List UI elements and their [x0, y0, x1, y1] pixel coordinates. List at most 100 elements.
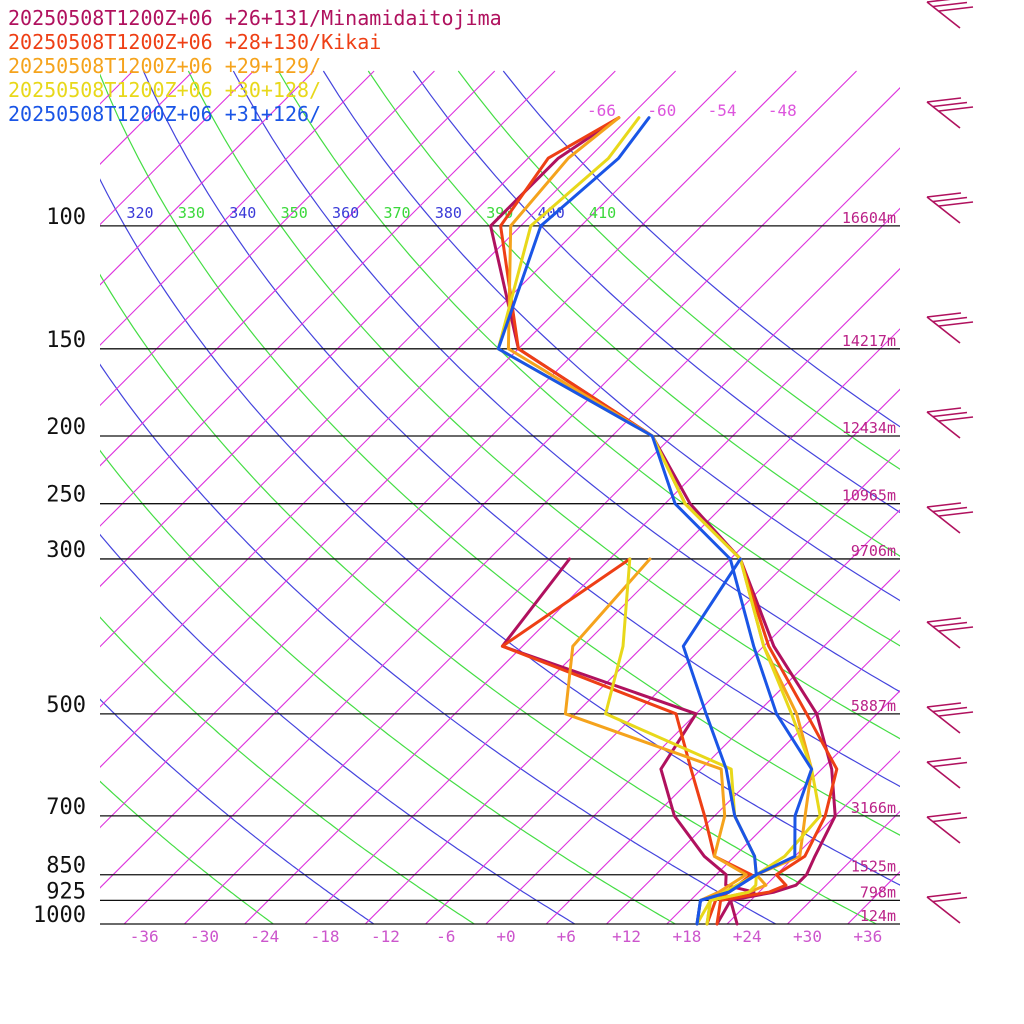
dry-adiabat	[100, 533, 576, 924]
pressure-tick-label: 850	[46, 854, 86, 879]
dry-adiabat	[232, 70, 900, 693]
pressure-tick-label: 500	[46, 693, 86, 718]
theta-label: 340	[229, 204, 256, 222]
isotherm	[786, 810, 900, 924]
dry-adiabat	[142, 70, 900, 788]
temperature-tick-label: +24	[733, 927, 762, 946]
pressure-tick-label: 300	[46, 538, 86, 563]
height-label: 10965m	[842, 487, 896, 505]
dry-adiabat	[100, 73, 900, 836]
isotherm	[100, 70, 375, 346]
height-label: 3166m	[851, 799, 896, 817]
isotherm-label: -54	[708, 101, 737, 120]
theta-label: 370	[383, 204, 410, 222]
temperature-tick-label: -12	[371, 927, 400, 946]
theta-label: 360	[332, 204, 359, 222]
isotherm	[123, 147, 900, 924]
wind-barb	[926, 0, 974, 29]
isotherm	[364, 388, 900, 924]
wind-barb	[926, 892, 968, 924]
temperature-tick-label: -36	[130, 927, 159, 946]
dry-adiabat	[367, 70, 900, 557]
pressure-tick-label: 200	[46, 415, 86, 440]
isotherm	[304, 328, 900, 924]
isotherm	[100, 70, 616, 588]
isotherm	[846, 870, 900, 924]
dewpoint-line	[604, 557, 758, 926]
isotherm	[666, 690, 900, 924]
dry-adiabat	[100, 363, 778, 924]
wind-barb	[926, 97, 974, 129]
legend-entry-4: 20250508T1200Z+06 +30+128/	[8, 78, 322, 102]
isotherm-label: -60	[647, 101, 676, 120]
wind-barb	[926, 812, 968, 844]
temperature-tick-label: -18	[311, 927, 340, 946]
isotherm	[879, 71, 1024, 953]
theta-label: 400	[538, 204, 565, 222]
temperature-tick-label: -6	[436, 927, 455, 946]
temperature-line	[496, 116, 814, 926]
isotherm	[100, 70, 194, 165]
height-label: 14217m	[842, 332, 896, 350]
isotherm	[424, 448, 900, 924]
isotherm	[100, 70, 737, 708]
dry-adiabat	[100, 616, 476, 924]
wind-barb	[926, 617, 974, 649]
isotherm	[100, 87, 900, 889]
sounding-profiles	[489, 116, 839, 926]
temperature-tick-label: +12	[612, 927, 641, 946]
legend: 20250508T1200Z+06 +26+131/Minamidaitojim…	[8, 6, 502, 126]
wind-barb	[926, 312, 974, 344]
height-label: 798m	[860, 883, 896, 901]
theta-labels: 320 330 340 350 360 370 380 390 400 410	[126, 204, 616, 222]
wind-barb	[926, 702, 974, 734]
theta-label: 380	[435, 204, 462, 222]
dry-adiabat	[100, 780, 275, 924]
dewpoint-line	[500, 557, 753, 926]
isotherm	[100, 70, 496, 467]
wind-barbs	[926, 0, 974, 924]
legend-entry-3: 20250508T1200Z+06 +29+129/	[8, 54, 322, 78]
legend-entry-5: 20250508T1200Z+06 +31+126/	[8, 102, 322, 126]
isotherm	[100, 70, 435, 407]
temperature-line	[496, 116, 822, 926]
dry-adiabat	[100, 698, 375, 924]
isotherm	[100, 70, 797, 768]
temperature-tick-label: +18	[672, 927, 701, 946]
temperature-line	[489, 116, 837, 926]
legend-entry-1: 20250508T1200Z+06 +26+131/Minamidaitojim…	[8, 6, 502, 30]
isotherm	[100, 70, 857, 829]
temperature-axis: -36 -30 -24 -18 -12 -6 +0 +6 +12 +18 +24 +30 +36	[130, 927, 883, 946]
dry-adiabat	[100, 273, 878, 924]
isotherm	[243, 267, 900, 924]
pressure-tick-label: 700	[46, 795, 86, 820]
isotherm	[100, 70, 556, 527]
pressure-tick-label: 150	[46, 328, 86, 353]
temperature-tick-label: +6	[557, 927, 576, 946]
wind-barb	[926, 502, 974, 534]
temperature-tick-label: +0	[496, 927, 515, 946]
legend-entry-2: 20250508T1200Z+06 +28+130/Kikai	[8, 30, 382, 54]
isotherm	[183, 207, 900, 924]
isotherm	[485, 509, 900, 924]
temperature-line	[499, 116, 839, 926]
theta-label: 410	[589, 204, 616, 222]
dry-adiabat	[100, 449, 677, 924]
isotherm-label: -66	[587, 101, 616, 120]
height-label: 12434m	[842, 419, 896, 437]
isotherm	[100, 70, 677, 648]
dry-adiabat	[412, 70, 900, 514]
temperature-tick-label: -30	[190, 927, 219, 946]
isotherm	[100, 70, 315, 286]
height-label: 1525m	[851, 858, 896, 876]
dry-adiabat	[322, 70, 900, 602]
isotherm	[726, 750, 900, 924]
height-label: 16604m	[842, 209, 896, 227]
isotherm	[100, 70, 254, 226]
theta-label: 330	[178, 204, 205, 222]
temperature-tick-label: +30	[793, 927, 822, 946]
wind-barb	[926, 407, 974, 439]
theta-label: 350	[281, 204, 308, 222]
